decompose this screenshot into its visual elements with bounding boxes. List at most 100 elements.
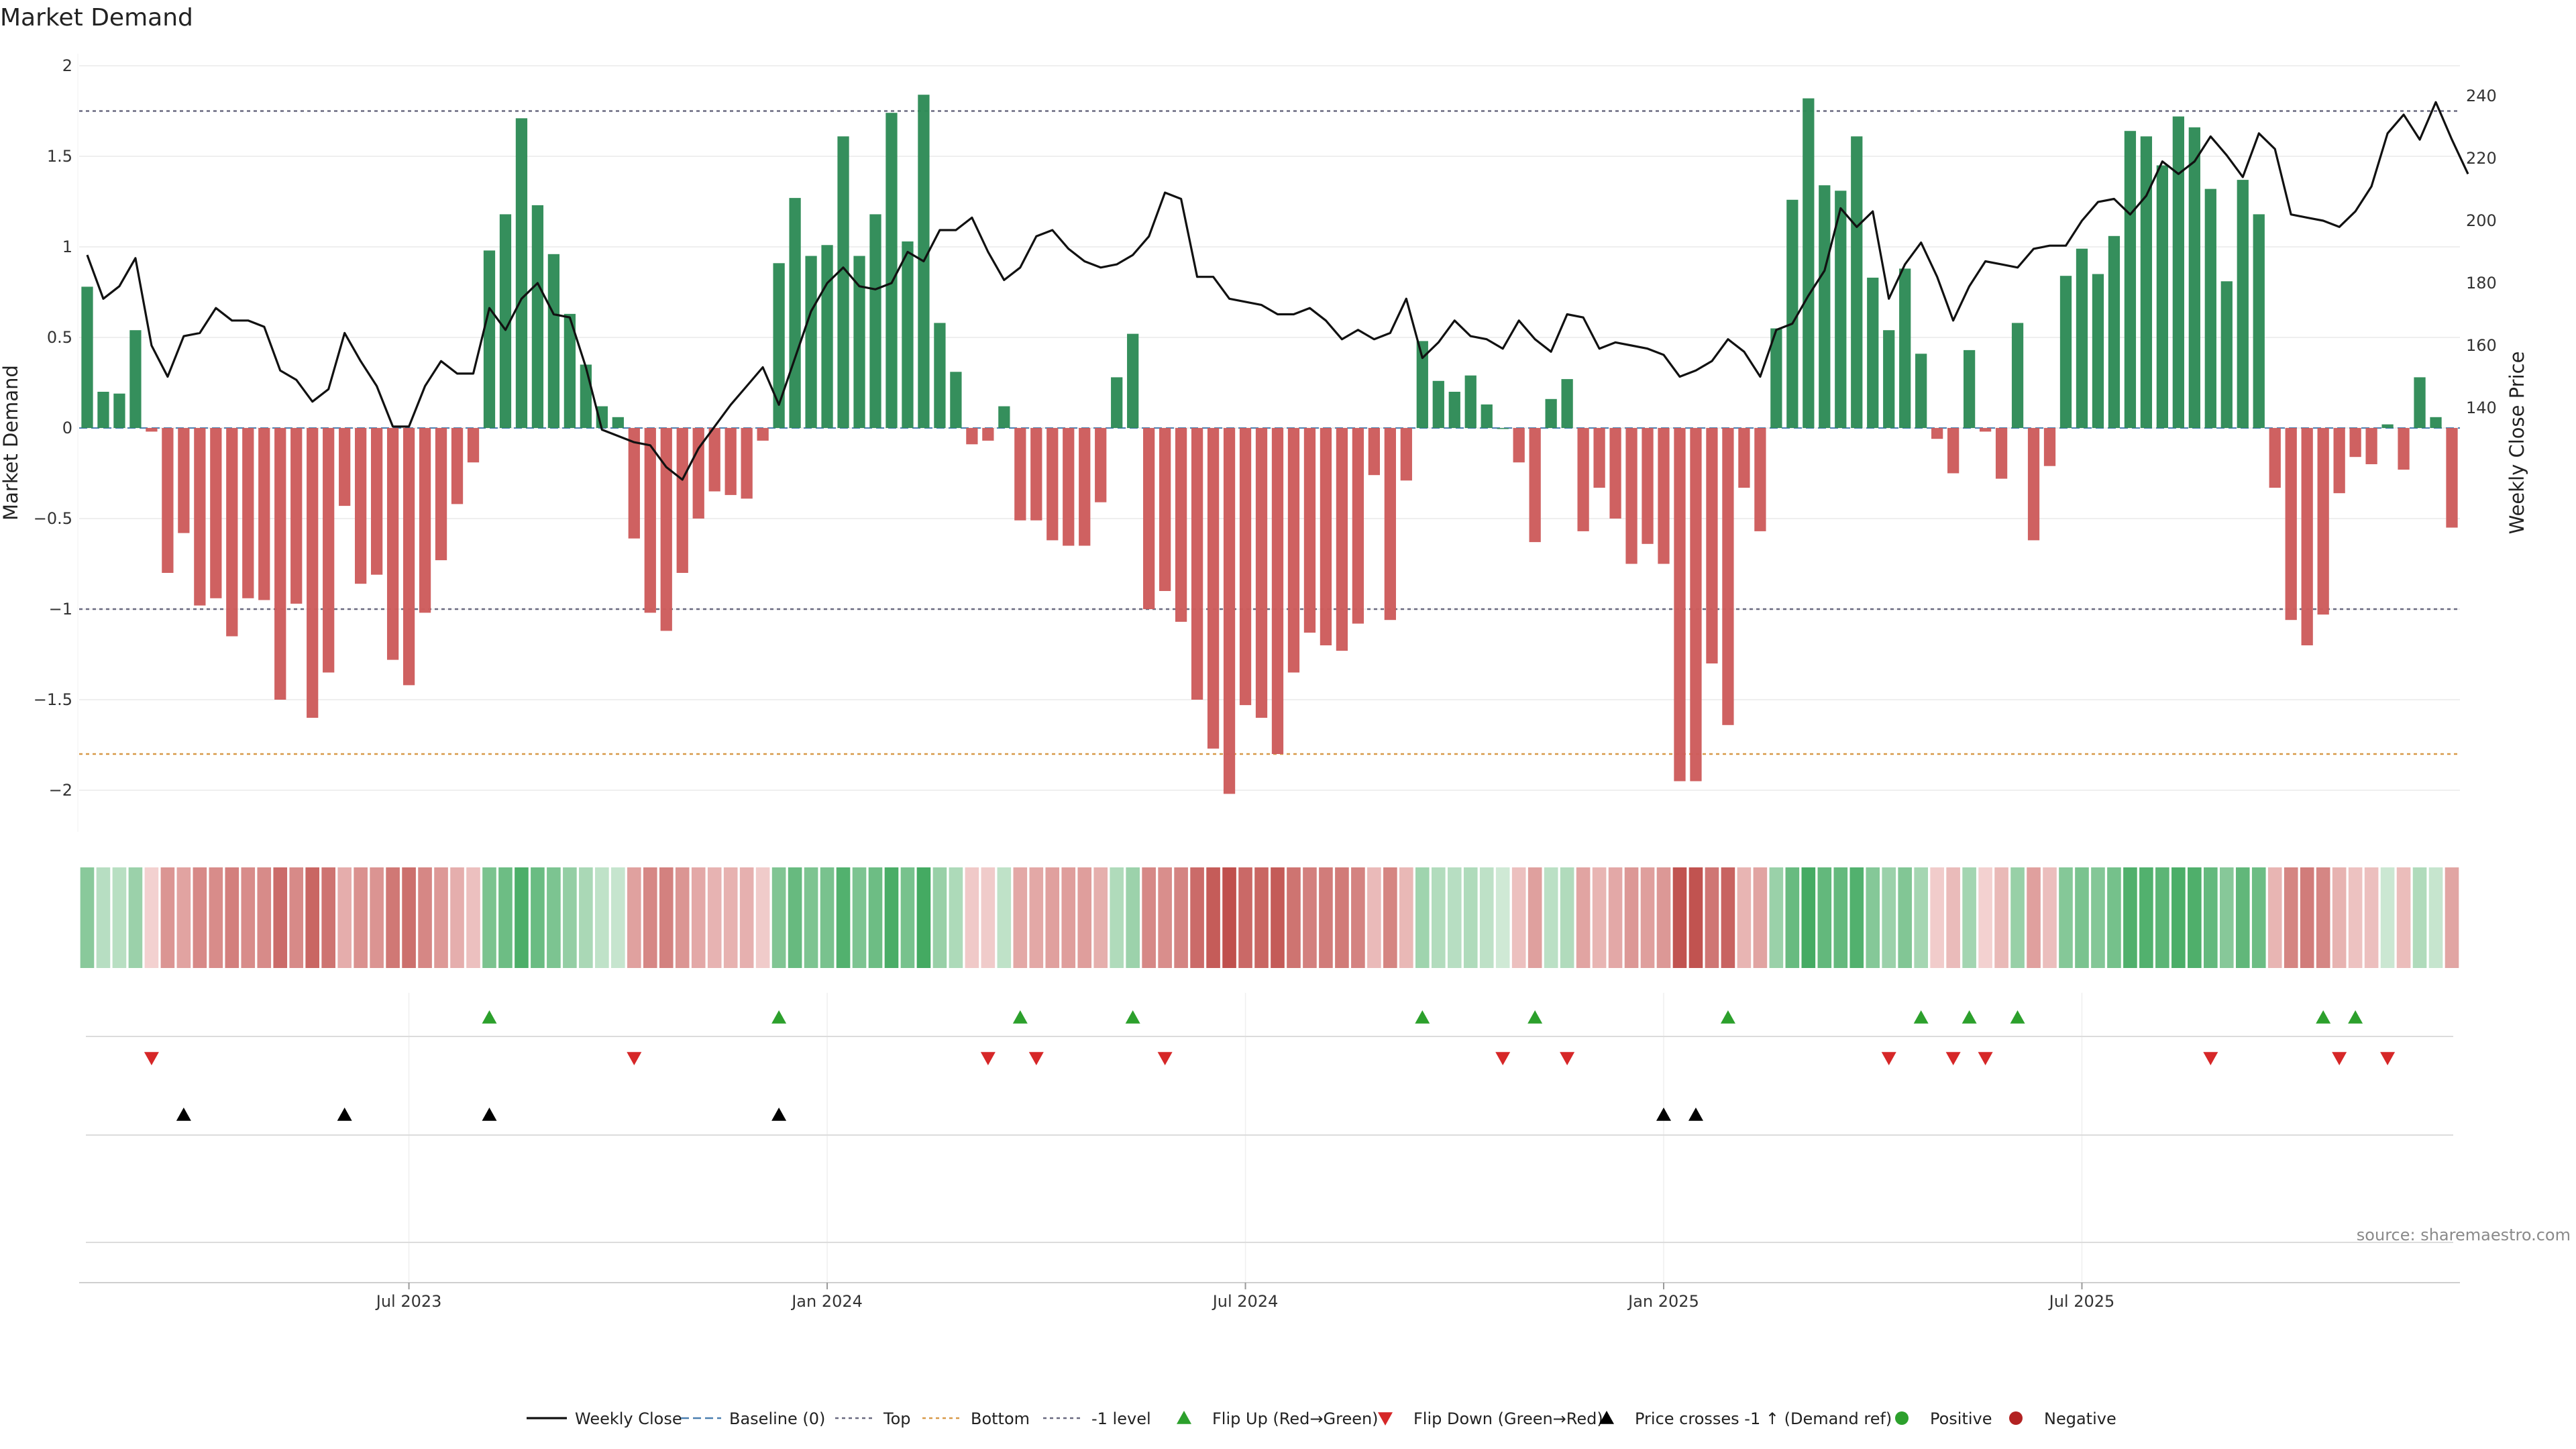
demand-bar (2188, 127, 2200, 429)
demand-bar (2414, 377, 2426, 428)
y-axis-ticks: 2 1.5 1 0.5 0 −0.5 −1 −1.5 −2 (34, 56, 72, 800)
cross-marker (1656, 1108, 1672, 1121)
heat-cell (337, 867, 352, 968)
legend-item-flipup: Flip Up (Red→Green) (1177, 1409, 1379, 1428)
heat-cell (563, 867, 577, 968)
gridlines (77, 54, 2460, 832)
heat-cell (1914, 867, 1928, 968)
demand-bar (162, 428, 174, 573)
demand-bar (1223, 428, 1236, 794)
legend-item-bottom: Bottom (922, 1409, 1030, 1428)
demand-bar (2398, 428, 2410, 470)
demand-bar (2237, 180, 2249, 428)
x-tick-label: Jul 2023 (375, 1292, 442, 1311)
cross-marker (1688, 1108, 1703, 1121)
demand-bar (2059, 276, 2072, 428)
heat-cell (1093, 867, 1108, 968)
heat-cell (96, 867, 111, 968)
heat-cell (1142, 867, 1156, 968)
heat-cell (1866, 867, 1880, 968)
heat-cell (1174, 867, 1188, 968)
demand-bar (1706, 428, 1718, 663)
heat-cell (2043, 867, 2057, 968)
demand-bar (2092, 274, 2104, 428)
heat-cell (1688, 867, 1703, 968)
demand-bar (2204, 189, 2216, 428)
heat-cell (1769, 867, 1784, 968)
demand-bar (2365, 428, 2377, 464)
demand-bar (724, 428, 737, 495)
heat-cell (2188, 867, 2202, 968)
demand-bar (1835, 191, 1847, 428)
demand-bar (837, 136, 849, 429)
demand-bar (1046, 428, 1059, 541)
heat-cell (1527, 867, 1542, 968)
y-tick-label: 2 (62, 56, 72, 75)
heat-cell (144, 867, 159, 968)
demand-bar (757, 428, 769, 441)
flip-up-marker (2316, 1010, 2331, 1024)
heat-cell (1930, 867, 1944, 968)
demand-bar (869, 214, 881, 428)
demand-bar (1191, 428, 1203, 700)
heat-cell (1335, 867, 1349, 968)
legend-label: Negative (2044, 1409, 2116, 1428)
demand-bar (1722, 428, 1734, 725)
x-tick-label: Jan 2024 (790, 1292, 863, 1311)
legend-label: Price crosses -1 ↑ (Demand ref) (1635, 1409, 1892, 1428)
y2-tick-label: 140 (2466, 398, 2497, 417)
demand-bar (1400, 428, 1412, 481)
flip-up-marker (1962, 1010, 1977, 1024)
demand-bar (1754, 428, 1766, 531)
heat-cell (273, 867, 288, 968)
heat-cell (193, 867, 207, 968)
heat-cell (1801, 867, 1816, 968)
heat-cell (1544, 867, 1558, 968)
flip-up-marker (1527, 1010, 1543, 1024)
heat-cell (932, 867, 947, 968)
demand-bar (1175, 428, 1187, 622)
heat-cell (515, 867, 529, 968)
demand-bar (1593, 428, 1605, 488)
heat-cell (1576, 867, 1591, 968)
demand-bar (853, 256, 865, 428)
heat-cell (1110, 867, 1124, 968)
demand-bar (81, 286, 93, 428)
heat-cell (1994, 867, 2008, 968)
heat-cell (2219, 867, 2234, 968)
heat-cell (160, 867, 175, 968)
flip-up-marker (771, 1010, 787, 1024)
y2-tick-label: 200 (2466, 211, 2497, 230)
heat-cell (1898, 867, 1913, 968)
heat-cell (755, 867, 770, 968)
x-axis-ticks: Jul 2023 Jan 2024 Jul 2024 Jan 2025 Jul 2025 (375, 1283, 2114, 1311)
heat-cell (1126, 867, 1140, 968)
heat-cell (771, 867, 786, 968)
heat-cell (997, 867, 1012, 968)
demand-bar (2430, 417, 2442, 428)
y2-axis-ticks: 240 220 200 180 160 140 (2466, 87, 2497, 417)
demand-bar (1947, 428, 1960, 474)
y2-tick-label: 240 (2466, 87, 2497, 105)
legend-swatch-flipup (1177, 1411, 1191, 1424)
demand-bar (564, 313, 576, 428)
heat-cell (2412, 867, 2427, 968)
heat-cell (981, 867, 996, 968)
demand-bar (402, 428, 415, 686)
heat-cell (434, 867, 448, 968)
heat-cell (1592, 867, 1607, 968)
x-tick-label: Jan 2025 (1627, 1292, 1699, 1311)
demand-bar (950, 372, 962, 428)
heat-cell (257, 867, 272, 968)
y2-axis-label: Weekly Close Price (2506, 352, 2528, 535)
heat-cell (2155, 867, 2169, 968)
demand-bar (660, 428, 672, 631)
demand-bar (1931, 428, 1943, 439)
demand-bar (1899, 268, 1911, 428)
demand-bar (1577, 428, 1589, 531)
heat-cell (2251, 867, 2266, 968)
demand-bar (1803, 98, 1815, 428)
legend: Weekly Close Baseline (0) Top Bottom -1 leve… (527, 1409, 2116, 1428)
demand-bar (2285, 428, 2297, 621)
heat-cell (1511, 867, 1526, 968)
